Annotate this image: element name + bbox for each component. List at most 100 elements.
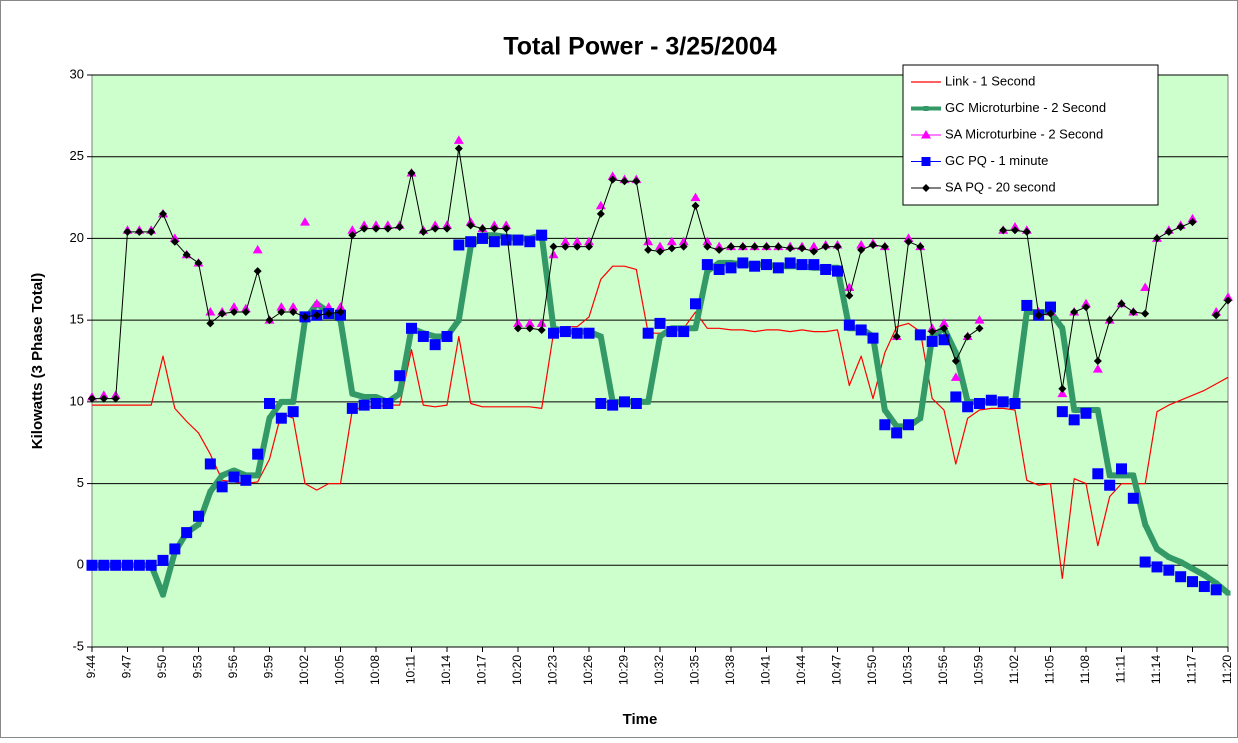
data-point	[490, 224, 499, 233]
data-point	[253, 267, 262, 276]
data-point	[643, 236, 654, 246]
y-axis-label: Kilowatts (3 Phase Total)	[29, 273, 46, 449]
data-point	[1198, 581, 1210, 593]
data-point	[1187, 213, 1198, 223]
data-point	[407, 169, 416, 178]
data-point	[524, 236, 536, 248]
data-point	[774, 242, 783, 251]
data-point	[938, 334, 950, 346]
data-point	[678, 326, 690, 338]
data-point	[442, 220, 452, 229]
data-point	[1212, 311, 1221, 320]
data-point	[940, 324, 948, 333]
data-point	[443, 224, 451, 233]
data-point	[206, 319, 215, 328]
data-point	[821, 242, 830, 251]
data-point	[229, 302, 239, 311]
data-point	[654, 317, 666, 329]
x-axis-label: Time	[623, 711, 658, 728]
data-point	[985, 394, 997, 406]
legend-label: Link - 1 Second	[945, 73, 1035, 88]
data-point	[417, 330, 429, 342]
data-point	[1154, 546, 1160, 552]
data-point	[1034, 311, 1043, 320]
data-point	[1163, 564, 1175, 576]
data-point	[182, 250, 191, 259]
data-point	[1070, 307, 1079, 316]
data-point	[1188, 218, 1197, 227]
data-point	[454, 144, 463, 153]
series-layer	[86, 135, 1233, 598]
data-point	[98, 390, 109, 399]
data-point	[666, 236, 677, 246]
data-point	[867, 332, 879, 344]
data-point	[657, 333, 663, 339]
data-point	[1190, 566, 1195, 572]
y-tick-label: 25	[70, 148, 84, 163]
data-point	[1104, 479, 1116, 491]
data-point	[324, 309, 333, 318]
data-point	[1176, 222, 1185, 231]
data-point	[903, 419, 914, 431]
data-point	[1057, 388, 1068, 398]
data-point	[727, 242, 735, 251]
x-tick-label: 10:29	[617, 655, 631, 685]
data-point	[1130, 472, 1136, 478]
data-point	[608, 175, 617, 184]
y-tick-label: -5	[72, 638, 84, 653]
data-point	[228, 471, 240, 483]
data-point	[181, 527, 193, 539]
data-point	[1056, 406, 1068, 418]
data-point	[1210, 584, 1222, 596]
data-point	[703, 242, 712, 251]
data-point	[879, 419, 891, 431]
data-point	[157, 554, 169, 566]
data-point	[1129, 307, 1138, 316]
data-point	[999, 226, 1008, 235]
data-point	[347, 225, 358, 234]
data-point	[88, 394, 96, 403]
data-point	[951, 357, 960, 365]
data-point	[240, 303, 251, 313]
data-point	[230, 307, 238, 316]
legend-marker	[921, 157, 931, 166]
data-point	[857, 245, 866, 254]
data-point	[645, 399, 651, 405]
data-point	[135, 227, 144, 236]
data-point	[798, 244, 806, 253]
data-point	[667, 244, 676, 253]
data-point	[904, 237, 913, 246]
data-point	[453, 239, 465, 251]
data-point	[147, 227, 156, 236]
data-point	[561, 242, 570, 251]
data-point	[1095, 407, 1101, 413]
data-point	[666, 326, 678, 338]
data-point	[252, 244, 263, 254]
data-point	[1201, 572, 1207, 578]
data-point	[607, 171, 618, 180]
data-point	[584, 236, 594, 246]
data-point	[301, 312, 309, 321]
data-point	[880, 242, 889, 251]
series	[86, 229, 1222, 596]
x-tick-label: 11:14	[1149, 655, 1163, 684]
data-point	[372, 224, 380, 233]
x-tick-label: 10:56	[936, 655, 950, 685]
y-tick-label: 30	[70, 66, 84, 81]
x-tick-label: 10:59	[972, 655, 986, 685]
data-point	[311, 298, 322, 308]
data-point	[537, 325, 546, 334]
y-tick-label: 15	[70, 312, 84, 327]
data-point	[690, 192, 701, 202]
x-tick-label: 9:59	[262, 655, 276, 679]
data-point	[122, 559, 133, 571]
data-point	[1081, 298, 1091, 308]
data-point	[231, 467, 237, 473]
data-point	[1024, 309, 1030, 315]
data-point	[1164, 227, 1173, 236]
data-point	[513, 318, 523, 327]
data-point	[466, 221, 475, 230]
data-point	[218, 309, 227, 318]
data-point	[808, 241, 819, 251]
data-point	[1009, 397, 1021, 409]
